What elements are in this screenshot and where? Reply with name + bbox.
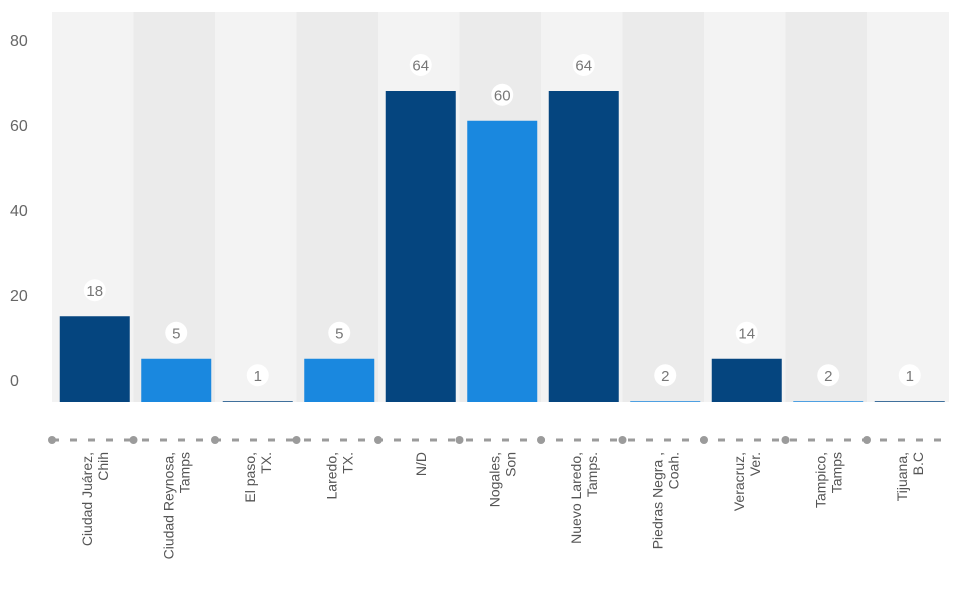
x-tick-label-line: Tijuana, (894, 452, 910, 501)
y-tick-label: 0 (10, 373, 19, 390)
data-label-bubble (817, 364, 840, 387)
x-tick-label-line: Tamps (828, 452, 844, 493)
y-tick-label: 80 (10, 33, 28, 50)
band-9 (785, 12, 868, 402)
x-tick-label: N/D (413, 452, 429, 476)
data-label-bubble (328, 321, 351, 344)
data-label: 2 (661, 368, 669, 385)
data-label-bubble (83, 279, 106, 302)
data-label: 60 (494, 87, 511, 104)
x-tick-label: Ciudad Reynosa, Tamps (160, 452, 192, 559)
x-tick-label: Tijuana, B.C (894, 452, 926, 501)
data-label: 5 (335, 325, 343, 342)
y-axis: 0 20 40 60 80 (10, 33, 28, 390)
data-label: 2 (824, 368, 832, 385)
bar[interactable] (304, 358, 375, 402)
x-tick-label-line: Ciudad Juárez, (79, 452, 95, 546)
data-label-bubble (898, 364, 921, 387)
x-tick-label-line: Tamps. (584, 452, 600, 497)
bar[interactable] (467, 120, 538, 402)
x-tick-label-line: TX. (339, 452, 355, 474)
x-tick-label: Veracruz, Ver. (731, 452, 763, 511)
bar[interactable] (793, 401, 864, 402)
data-label: 1 (254, 368, 262, 385)
x-axis-tick-dot (781, 436, 790, 444)
x-axis (48, 436, 950, 444)
data-label-bubble (246, 364, 269, 387)
x-tick-label-line: Ciudad Reynosa, (160, 452, 176, 559)
band-2 (215, 12, 297, 402)
x-tick-label-line: Laredo, (323, 452, 339, 499)
x-tick-label-line: Tamps (176, 452, 192, 493)
y-tick-label: 40 (10, 203, 28, 220)
data-labels: 18 5 1 5 64 60 64 2 14 2 1 (83, 54, 921, 387)
x-axis-tick-dot (537, 436, 545, 444)
x-tick-label-line: Son (502, 452, 518, 477)
x-tick-label: Tampico, Tamps (812, 452, 844, 508)
x-tick-label: Piedras Negra , Coah. (649, 452, 681, 549)
x-tick-label-line: B.C (910, 452, 926, 475)
data-label-bubble (409, 54, 432, 76)
data-label-bubble (735, 321, 758, 344)
x-axis-tick-dot (292, 436, 301, 444)
x-tick-label: Nuevo Laredo, Tamps. (568, 452, 600, 544)
x-tick-label-line: Coah. (665, 452, 681, 489)
band-7 (622, 12, 705, 402)
data-label-bubble (572, 54, 595, 76)
x-tick-label: Nogales, Son (486, 452, 518, 507)
x-axis-tick-dot (700, 436, 708, 444)
data-label: 1 (906, 368, 914, 385)
x-axis-tick-dot (48, 436, 56, 444)
x-axis-labels: Ciudad Juárez, Chih Ciudad Reynosa, Tamps El… (79, 452, 926, 559)
x-tick-label-line: Piedras Negra , (649, 452, 665, 549)
x-axis-tick-dot (211, 436, 219, 444)
x-tick-label-line: El paso, (242, 452, 258, 503)
x-tick-label-line: N/D (413, 452, 429, 476)
band-10 (867, 12, 949, 402)
y-tick-label: 60 (10, 118, 28, 135)
data-label-bubble (491, 83, 514, 106)
x-tick-label-line: Veracruz, (731, 452, 747, 511)
data-label: 14 (738, 325, 755, 342)
x-tick-label: Laredo, TX. (323, 452, 355, 499)
bar[interactable] (222, 401, 293, 402)
x-tick-label-line: TX. (258, 452, 274, 474)
bar[interactable] (711, 358, 782, 402)
x-axis-tick-dot (129, 436, 138, 444)
x-tick-label-line: Chih (95, 452, 111, 481)
y-tick-label: 20 (10, 288, 28, 305)
bar[interactable] (59, 316, 130, 402)
data-label-bubble (654, 364, 677, 387)
x-axis-tick-dot (455, 436, 464, 444)
data-label: 64 (412, 58, 429, 75)
data-label-bubble (165, 321, 188, 344)
x-tick-label: Ciudad Juárez, Chih (79, 452, 111, 546)
x-tick-label-line: Nuevo Laredo, (568, 452, 584, 544)
x-tick-label-line: Nogales, (486, 452, 502, 507)
bar[interactable] (630, 401, 701, 402)
bars (59, 91, 945, 402)
bar[interactable] (385, 91, 456, 402)
bar[interactable] (874, 401, 945, 402)
x-axis-tick-dot (863, 436, 871, 444)
bar[interactable] (548, 91, 619, 402)
x-axis-tick-dot (618, 436, 627, 444)
x-tick-label: El paso, TX. (242, 452, 274, 503)
bar[interactable] (141, 358, 212, 402)
data-label: 5 (172, 325, 180, 342)
data-label: 64 (575, 58, 592, 75)
x-tick-label-line: Tampico, (812, 452, 828, 508)
x-axis-tick-dot (374, 436, 382, 444)
x-tick-label-line: Ver. (747, 452, 763, 476)
data-label: 18 (86, 283, 103, 300)
